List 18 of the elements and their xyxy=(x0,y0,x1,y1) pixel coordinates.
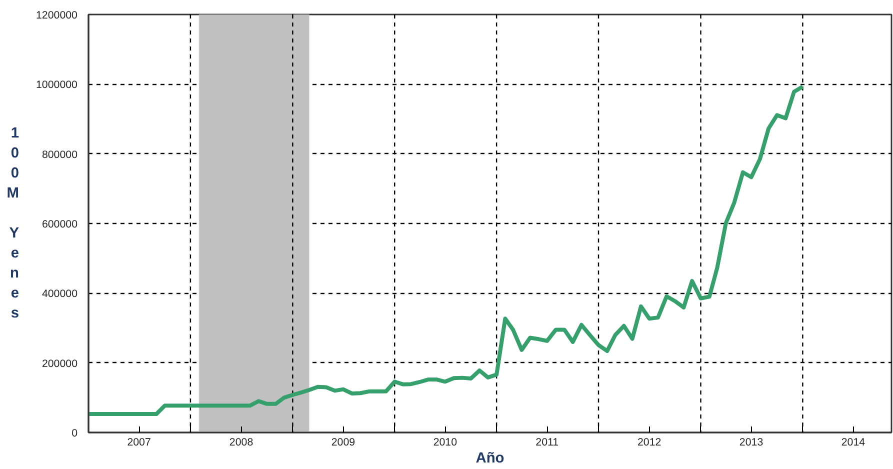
x-axis-title: Año xyxy=(476,450,504,466)
x-tick-label: 2014 xyxy=(841,436,866,448)
x-tick-label: 2011 xyxy=(536,436,559,448)
x-tick-label: 2008 xyxy=(229,436,254,448)
line-series xyxy=(88,84,805,416)
x-tick-label: 2010 xyxy=(433,436,458,448)
y-tick-label: 1000000 xyxy=(36,79,78,92)
y-tick-label: 200000 xyxy=(42,358,78,370)
x-tick-label: 2013 xyxy=(739,436,764,448)
x-tick-label: 2012 xyxy=(637,436,662,448)
y-tick-label: 1200000 xyxy=(36,10,78,22)
y-tick-label: 800000 xyxy=(42,148,78,161)
text: 100M Yenes xyxy=(6,126,20,322)
x-tick-label: 2009 xyxy=(331,436,356,448)
y-tick-label: 600000 xyxy=(42,218,78,230)
x-tick-label: 2007 xyxy=(127,436,151,448)
y-tick-label: 0 xyxy=(72,428,78,440)
y-tick-label: 400000 xyxy=(42,288,78,300)
